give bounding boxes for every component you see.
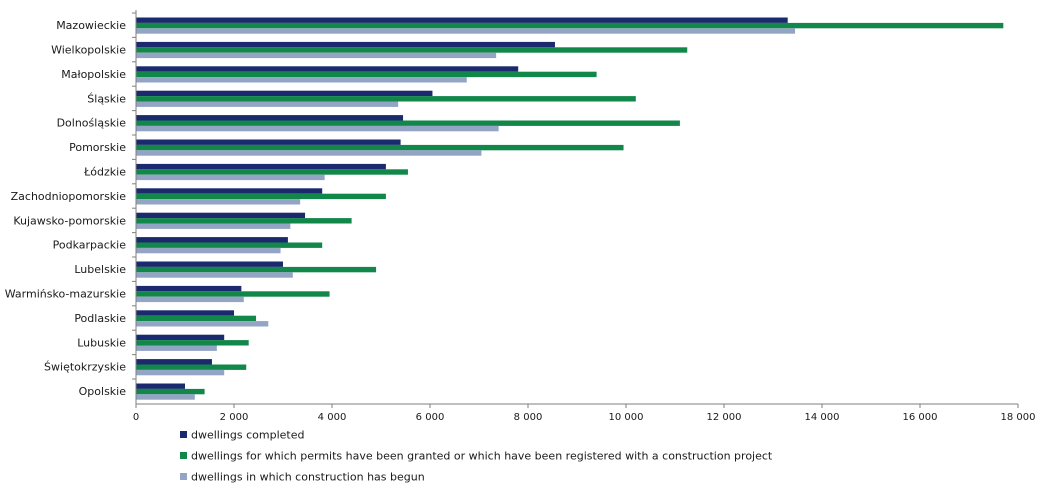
- x-tick-label: 6 000: [416, 412, 445, 423]
- x-tick-label: 18 000: [1001, 412, 1036, 423]
- category-label: Zachodniopomorskie: [11, 190, 127, 203]
- category-label: Warmińsko-mazurskie: [5, 288, 126, 301]
- bar-0: [136, 41, 555, 48]
- bar-2: [136, 125, 499, 132]
- bar-2: [136, 101, 399, 107]
- category-labels: Mazowieckie Wielkopolskie Małopolskie Śląsk…: [5, 19, 126, 398]
- bar-2: [136, 394, 195, 400]
- bar-0: [136, 334, 225, 341]
- x-tick-label: 2 000: [220, 412, 249, 423]
- bar-1: [136, 169, 408, 175]
- bar-1: [136, 340, 249, 346]
- bar-2: [136, 247, 281, 254]
- bar-0: [136, 90, 433, 97]
- bar-2: [136, 199, 301, 205]
- category-label: Łódzkie: [83, 166, 126, 179]
- x-tick-label: 8 000: [514, 412, 543, 423]
- bar-2: [136, 369, 225, 376]
- bar-1: [136, 193, 386, 200]
- legend-label: dwellings in which construction has begu…: [191, 471, 425, 484]
- bar-2: [136, 223, 291, 229]
- bar-1: [136, 71, 597, 78]
- bar-1: [136, 291, 330, 297]
- category-label: Pomorskie: [69, 141, 126, 154]
- bar-0: [136, 285, 242, 292]
- legend-label: dwellings completed: [191, 429, 304, 442]
- bar-0: [136, 115, 404, 121]
- bar-0: [136, 237, 288, 243]
- legend-swatch: [180, 473, 187, 480]
- bar-1: [136, 96, 636, 102]
- bar-2: [136, 321, 269, 327]
- bar-0: [136, 188, 323, 194]
- bar-2: [136, 28, 796, 34]
- category-label: Kujawsko-pomorskie: [13, 214, 126, 227]
- legend-label: dwellings for which permits have been gr…: [191, 450, 773, 463]
- bar-2: [136, 52, 497, 59]
- x-tick-label: 0: [133, 412, 139, 423]
- bar-2: [136, 174, 325, 181]
- category-label: Opolskie: [79, 385, 127, 398]
- x-tick-label: 12 000: [707, 412, 742, 423]
- bar-2: [136, 77, 467, 83]
- bar-1: [136, 144, 624, 151]
- category-label: Wielkopolskie: [51, 44, 126, 57]
- legend-swatch: [180, 452, 187, 459]
- category-label: Lubuskie: [77, 336, 126, 349]
- bar-1: [136, 388, 205, 395]
- bar-0: [136, 359, 212, 365]
- bar-1: [136, 22, 1004, 29]
- x-tick-label: 14 000: [805, 412, 840, 423]
- x-axis: 0 2 000 4 000 6 000 8 000 10 000 12 000 14 000 1…: [132, 10, 1036, 423]
- x-tick-label: 4 000: [318, 412, 347, 423]
- bar-1: [136, 364, 247, 370]
- category-label: Śląskie: [87, 92, 126, 105]
- x-tick-label: 16 000: [903, 412, 938, 423]
- bar-1: [136, 218, 352, 224]
- bar-1: [136, 47, 688, 53]
- bar-0: [136, 310, 234, 316]
- category-label: Małopolskie: [61, 68, 126, 81]
- bar-2: [136, 150, 482, 156]
- bar-1: [136, 266, 377, 273]
- bar-0: [136, 163, 386, 170]
- bar-0: [136, 261, 283, 267]
- bar-0: [136, 66, 519, 72]
- category-label: Świętokrzyskie: [44, 361, 126, 374]
- category-label: Podkarpackie: [53, 239, 127, 252]
- bar-1: [136, 315, 257, 322]
- bar-1: [136, 120, 680, 126]
- category-label: Podlaskie: [74, 312, 126, 325]
- bar-0: [136, 17, 788, 23]
- bar-1: [136, 242, 323, 248]
- bars-group: [136, 17, 1004, 400]
- legend: dwellings completed dwellings for which p…: [180, 429, 773, 484]
- bar-2: [136, 345, 217, 351]
- bar-2: [136, 272, 293, 278]
- bar-0: [136, 212, 306, 219]
- bar-0: [136, 139, 401, 145]
- category-label: Mazowieckie: [56, 19, 126, 32]
- category-label: Lubelskie: [74, 263, 126, 276]
- x-tick-label: 10 000: [609, 412, 644, 423]
- legend-swatch: [180, 431, 187, 438]
- bar-0: [136, 383, 185, 389]
- category-label: Dolnośląskie: [57, 117, 127, 130]
- bar-2: [136, 296, 244, 303]
